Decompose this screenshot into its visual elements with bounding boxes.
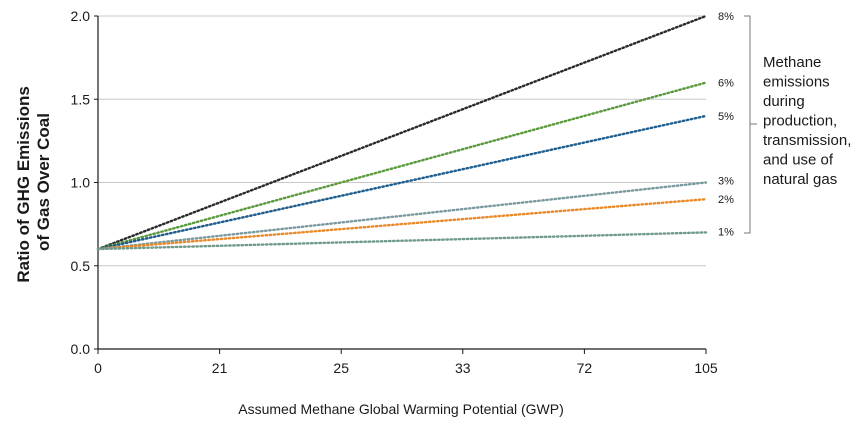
series-line [96, 114, 708, 251]
bracket-note-line: and use of [763, 152, 834, 169]
bracket-note-line: natural gas [763, 171, 837, 188]
x-tick-label: 72 [577, 360, 593, 376]
series-label: 8% [718, 11, 734, 23]
y-tick-label: 0.5 [71, 258, 91, 274]
series-line [96, 231, 708, 251]
x-tick-label: 33 [455, 360, 471, 376]
bracket-note-line: emissions [763, 74, 830, 91]
y-axis-title-line-1: Ratio of GHG Emissions [14, 86, 33, 282]
y-tick-label: 1.0 [71, 175, 91, 191]
bracket-note-line: transmission, [763, 132, 851, 149]
x-axis-title: Assumed Methane Global Warming Potential… [238, 401, 564, 417]
series-label: 5% [718, 111, 734, 123]
series-label: 2% [718, 194, 734, 206]
x-tick-label: 25 [333, 360, 349, 376]
x-tick-label: 105 [694, 360, 718, 376]
series-labels: 8% 6% 5% 3% 2% 1% [718, 11, 734, 238]
y-axis-title-line-2: of Gas Over Coal [34, 113, 53, 251]
bracket-note-line: Methane [763, 54, 821, 71]
y-tick-label: 1.5 [71, 91, 91, 107]
series-label: 6% [718, 78, 734, 90]
series-label: 3% [718, 176, 734, 188]
x-tick-label: 0 [94, 360, 102, 376]
bracket-note-line: during [763, 93, 805, 110]
series-line [96, 14, 708, 251]
bracket [744, 15, 757, 234]
bracket-note-line: production, [763, 113, 837, 130]
series-line [96, 181, 708, 251]
y-tick-label: 2.0 [71, 8, 91, 24]
series-line [96, 81, 708, 251]
grid-lines [98, 15, 706, 267]
series-line [96, 197, 708, 251]
y-axis-title: Ratio of GHG Emissions of Gas Over Coal [14, 81, 53, 282]
bracket-note: Methane emissions during production, transmi… [763, 54, 851, 188]
y-tick-label: 0.0 [71, 341, 91, 357]
y-tick-labels: 0.0 0.5 1.0 1.5 2.0 [71, 8, 98, 357]
x-tick-labels: 0 21 25 33 72 105 [94, 349, 718, 376]
series-lines [96, 14, 708, 251]
x-tick-label: 21 [212, 360, 228, 376]
series-label: 1% [718, 226, 734, 238]
